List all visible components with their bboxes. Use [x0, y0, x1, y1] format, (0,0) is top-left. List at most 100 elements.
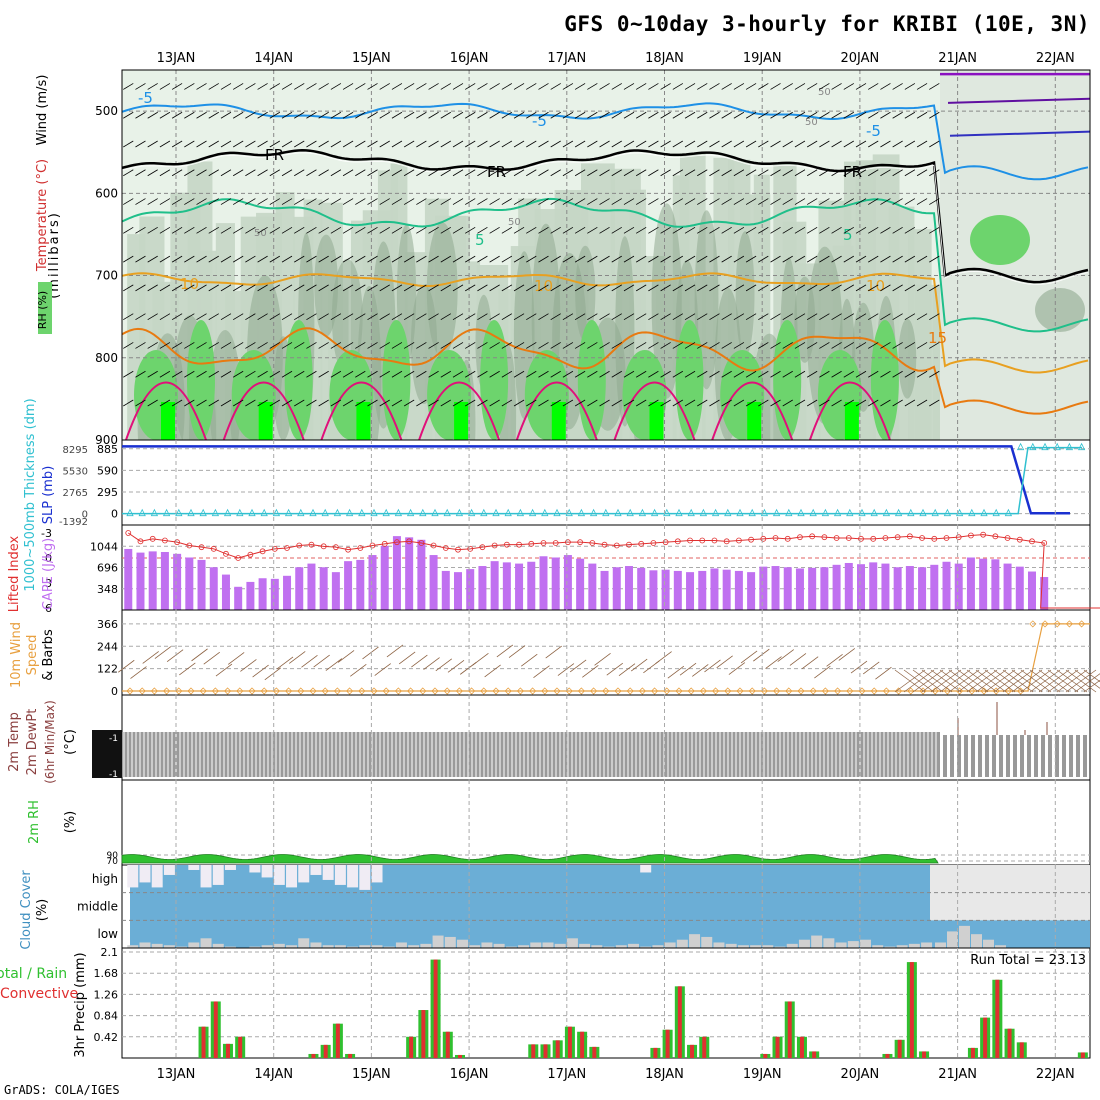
wind-barb	[489, 399, 500, 407]
wind-barb	[635, 226, 647, 234]
wind-barb	[721, 111, 732, 119]
contour-label: 50	[254, 228, 267, 239]
wind-barb	[794, 169, 806, 177]
wind-barb	[232, 370, 244, 378]
wind-barb	[550, 111, 561, 119]
wind-tick-label: 0	[111, 685, 118, 698]
wind-barb	[330, 140, 342, 148]
wind-speed-marker	[895, 687, 903, 695]
wind-barb	[684, 169, 696, 177]
day-label-top: 17JAN	[547, 51, 586, 66]
day-label-top: 14JAN	[254, 51, 293, 66]
wind-barb	[758, 399, 769, 407]
cloud-tick-label: high	[92, 872, 118, 886]
wind-barb	[721, 255, 732, 263]
wind-barb	[819, 169, 830, 177]
cloud-low-bar	[420, 943, 432, 948]
wind-barb	[648, 198, 659, 205]
wind-barb	[819, 284, 830, 292]
surface-barb	[679, 662, 697, 676]
wind-barb	[416, 370, 427, 378]
precip-convective-bar	[1019, 1042, 1024, 1058]
wind-barb	[745, 399, 757, 407]
wind-speed-marker	[736, 687, 744, 695]
precip-ylabel: 3hr Precip (mm)	[73, 952, 88, 1057]
wind-barb	[281, 342, 293, 349]
thickness-marker	[187, 508, 195, 517]
wind-barb	[562, 140, 574, 148]
wind-barb	[379, 226, 390, 234]
surface-barb	[313, 654, 330, 668]
wind-barb	[171, 342, 183, 349]
wind-barb	[123, 226, 134, 234]
wind-barb	[513, 83, 525, 90]
wind-barb	[758, 370, 769, 378]
day-label-top: 21JAN	[938, 51, 977, 66]
cloud-low-bar	[371, 945, 383, 948]
wind-barb	[599, 226, 610, 234]
cape-tick-label: 348	[97, 583, 118, 596]
thickness-marker	[797, 508, 805, 517]
wind-barb	[342, 399, 354, 407]
wind-barb	[147, 169, 158, 177]
wind-barb	[770, 169, 781, 177]
wind-barb	[745, 313, 757, 321]
wind-barb	[452, 370, 464, 378]
wind-barb	[184, 140, 195, 148]
wind-barb	[208, 198, 219, 205]
wind-barb	[403, 140, 415, 148]
wind-barb	[513, 198, 525, 205]
cape-bar	[380, 545, 389, 610]
thickness-marker	[846, 508, 854, 517]
wind-barb	[770, 342, 781, 349]
surface-barb-dense	[1056, 669, 1088, 693]
wind-barb	[355, 226, 366, 234]
cloud-low-bar	[652, 945, 664, 948]
precip-convective-bar	[812, 1051, 817, 1058]
wind-barb	[745, 226, 757, 234]
wind-barb	[184, 255, 195, 263]
cloud-low-bar	[689, 934, 701, 948]
rh-shade-bright	[258, 402, 273, 440]
wind-barb	[697, 399, 708, 407]
wind-barb	[635, 255, 647, 263]
wind-barb	[135, 83, 146, 90]
wind-barb	[868, 83, 879, 90]
rh-shade-bright	[747, 402, 762, 440]
wind-barb	[562, 284, 574, 292]
wind-barb	[184, 399, 195, 407]
wind-barb	[929, 83, 940, 90]
wind-barb	[831, 370, 842, 378]
wind-barb	[452, 342, 464, 349]
wind-barb	[538, 169, 549, 177]
cloud-high-gap	[640, 865, 652, 873]
wind-barb	[318, 198, 329, 205]
thickness-marker	[480, 508, 488, 517]
rh2m-area	[121, 854, 939, 864]
wind-barb	[257, 255, 268, 263]
li-tick-label: 6	[45, 602, 52, 615]
precip-convective-bar	[567, 1026, 572, 1058]
wind-barb	[342, 198, 354, 205]
wind-barb	[660, 255, 671, 263]
precip-convective-bar	[238, 1036, 243, 1058]
surface-barb	[875, 666, 892, 680]
wind-barb	[489, 313, 500, 321]
cloud-low-bar	[591, 945, 603, 948]
cape-bar	[124, 548, 133, 610]
wind-barb	[526, 399, 537, 407]
surface-barb	[533, 665, 550, 678]
thickness-marker	[821, 508, 830, 517]
cloud-low-bar	[947, 931, 958, 948]
wind-barb	[171, 284, 183, 292]
wind-barb	[782, 342, 793, 349]
cape-bar	[857, 564, 866, 610]
wind-barb	[635, 370, 647, 378]
wind-barb	[562, 342, 574, 349]
cape-bar	[246, 581, 255, 610]
wind-barb	[196, 370, 207, 378]
wind-speed-marker	[687, 687, 695, 695]
wind-barb	[184, 342, 195, 349]
wind-barb	[159, 370, 171, 378]
wind-barb	[416, 255, 427, 263]
